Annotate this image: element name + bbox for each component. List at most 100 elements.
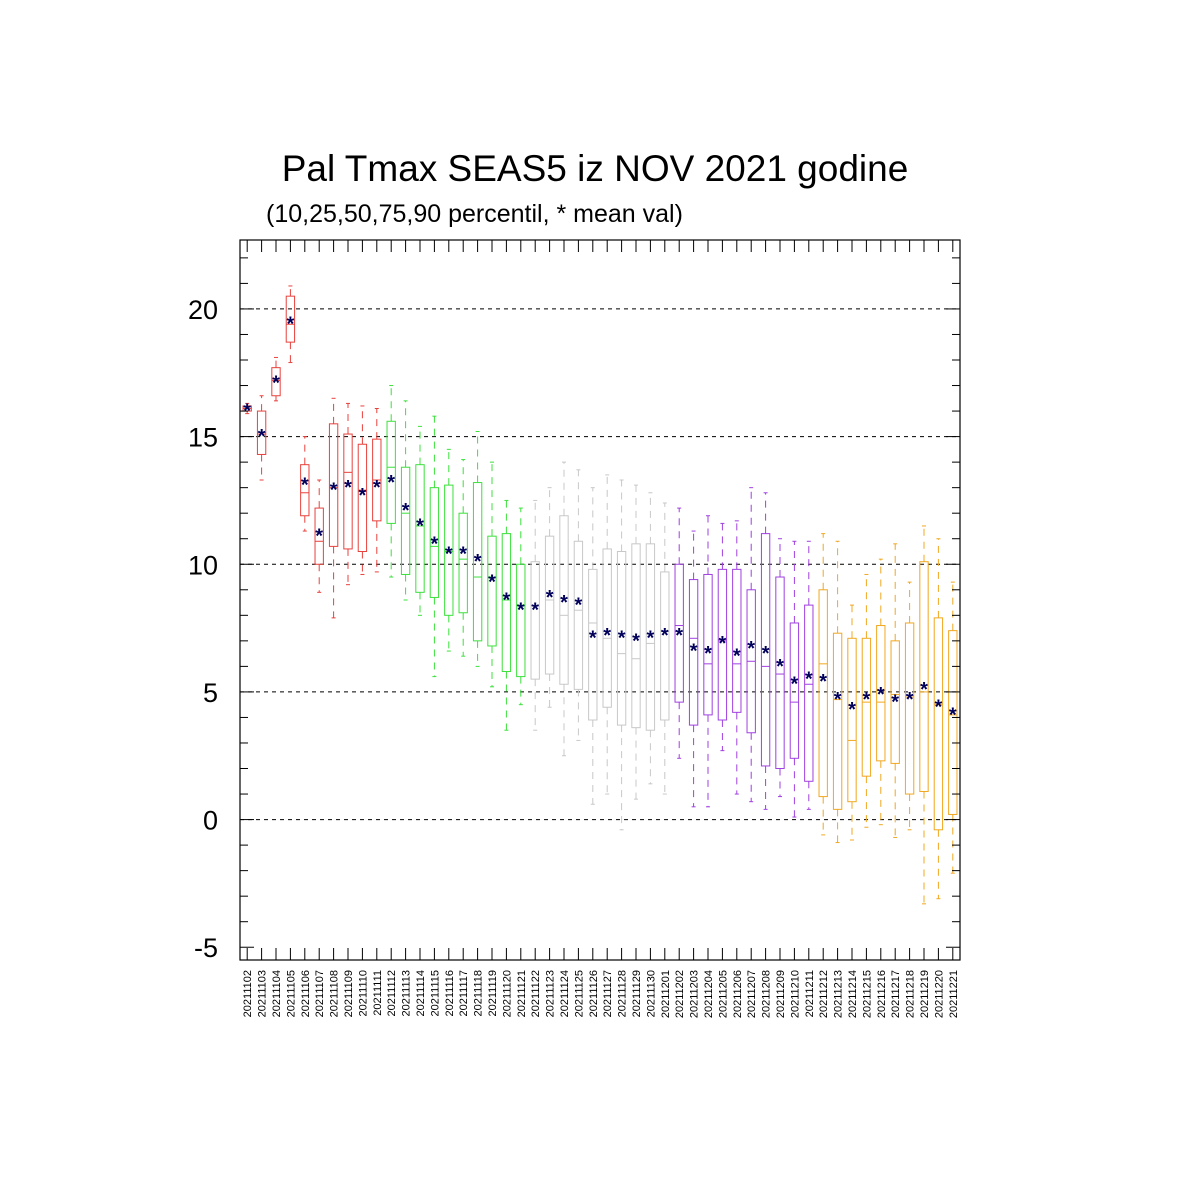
box <box>400 466 411 575</box>
box <box>717 568 728 721</box>
x-tick-label: 20211218 <box>905 970 917 1018</box>
plot-frame <box>239 239 961 961</box>
x-tick-label: 20211105 <box>285 970 297 1017</box>
box <box>300 464 310 517</box>
mean-marker: * <box>891 692 899 714</box>
x-tick-label: 20211109 <box>343 970 355 1017</box>
box <box>948 630 958 815</box>
x-tick-label: 20211112 <box>386 970 398 1017</box>
mean-marker: * <box>704 643 712 665</box>
mean-marker: * <box>690 641 698 663</box>
box <box>343 433 353 550</box>
box <box>775 576 785 770</box>
x-tick-label: 20211117 <box>458 970 470 1017</box>
mean-marker: * <box>863 689 871 711</box>
mean-marker: * <box>402 500 410 522</box>
mean-marker: * <box>589 628 597 650</box>
mean-marker: * <box>258 426 266 448</box>
boxes <box>242 295 958 831</box>
box <box>760 533 771 767</box>
x-tick-label: 20211210 <box>789 970 801 1018</box>
box <box>501 533 512 672</box>
x-tick-label: 20211104 <box>271 970 283 1017</box>
mean-marker: * <box>762 643 770 665</box>
box <box>487 535 497 647</box>
x-tick-label: 20211221 <box>948 970 960 1018</box>
box <box>832 632 843 810</box>
mean-marker: * <box>575 595 583 617</box>
x-tick-label: 20211111 <box>372 970 384 1016</box>
mean-marker: * <box>791 674 799 696</box>
box <box>688 579 699 726</box>
x-tick-label: 20211110 <box>357 970 369 1017</box>
x-tick-label: 20211205 <box>717 970 729 1018</box>
mean-marker: * <box>719 633 727 655</box>
x-tick-label: 20211120 <box>501 970 513 1017</box>
box <box>890 640 900 764</box>
grid-lines <box>240 308 960 821</box>
y-tick-label: -5 <box>194 933 218 963</box>
box <box>703 573 713 716</box>
mean-marker: * <box>949 704 957 726</box>
mean-marker: * <box>272 372 280 394</box>
mean-marker: * <box>387 472 395 494</box>
mean-marker: * <box>359 485 367 507</box>
y-tick-label: 5 <box>203 678 218 708</box>
x-tick-label: 20211212 <box>818 970 830 1018</box>
box <box>933 617 944 831</box>
x-tick-label: 20211121 <box>516 970 528 1017</box>
x-tick-label: 20211203 <box>689 970 701 1018</box>
x-tick-label: 20211202 <box>674 970 686 1018</box>
x-tick-label: 20211103 <box>257 970 269 1017</box>
mean-marker: * <box>445 543 453 565</box>
mean-marker: * <box>373 477 381 499</box>
box <box>444 484 454 616</box>
box <box>256 410 267 455</box>
box <box>631 543 641 729</box>
box <box>789 622 800 759</box>
x-tick-label: 20211127 <box>602 970 614 1017</box>
mean-marker: * <box>733 646 741 668</box>
x-tick-label: 20211116 <box>444 970 456 1017</box>
mean-marker: * <box>647 628 655 650</box>
box <box>904 622 915 795</box>
box <box>458 512 468 614</box>
x-tick-label: 20211201 <box>660 970 672 1018</box>
box <box>285 295 296 343</box>
x-tick-label: 20211130 <box>645 970 657 1017</box>
mean-marker: * <box>935 697 943 719</box>
mean-marker: * <box>603 625 611 647</box>
box <box>616 550 627 726</box>
mean-marker: * <box>906 689 914 711</box>
mean-marker: * <box>632 630 640 652</box>
x-tick-label: 20211214 <box>847 970 859 1018</box>
x-tick-label: 20211128 <box>617 970 629 1017</box>
mean-marker: * <box>503 589 511 611</box>
x-tick-label: 20211213 <box>833 970 845 1018</box>
chart-subtitle: (10,25,50,75,90 percentil, * mean val) <box>266 200 683 228</box>
mean-marker: * <box>805 669 813 691</box>
chart-title: Pal Tmax SEAS5 iz NOV 2021 godine <box>281 148 909 189</box>
box <box>559 515 569 685</box>
y-tick-label: 0 <box>203 806 218 836</box>
x-tick-label: 20211124 <box>559 970 571 1017</box>
box <box>847 637 857 803</box>
x-tick-label: 20211119 <box>487 970 499 1017</box>
y-tick-label: 10 <box>188 550 218 580</box>
x-tick-label: 20211115 <box>429 970 441 1017</box>
x-tick-label: 20211122 <box>530 970 542 1017</box>
mean-marker: * <box>344 477 352 499</box>
box <box>386 420 396 524</box>
whiskers <box>245 285 955 905</box>
x-tick-label: 20211123 <box>545 970 557 1017</box>
y-tick-label: 15 <box>188 423 218 453</box>
x-tick-label: 20211129 <box>631 970 643 1017</box>
box <box>271 367 281 397</box>
mean-marker: * <box>848 699 856 721</box>
box <box>602 548 612 708</box>
mean-marker: * <box>315 526 323 548</box>
box <box>861 637 872 777</box>
mean-marker: * <box>560 592 568 614</box>
mean-marker: * <box>517 600 525 622</box>
x-tick-label: 20211114 <box>415 970 427 1017</box>
